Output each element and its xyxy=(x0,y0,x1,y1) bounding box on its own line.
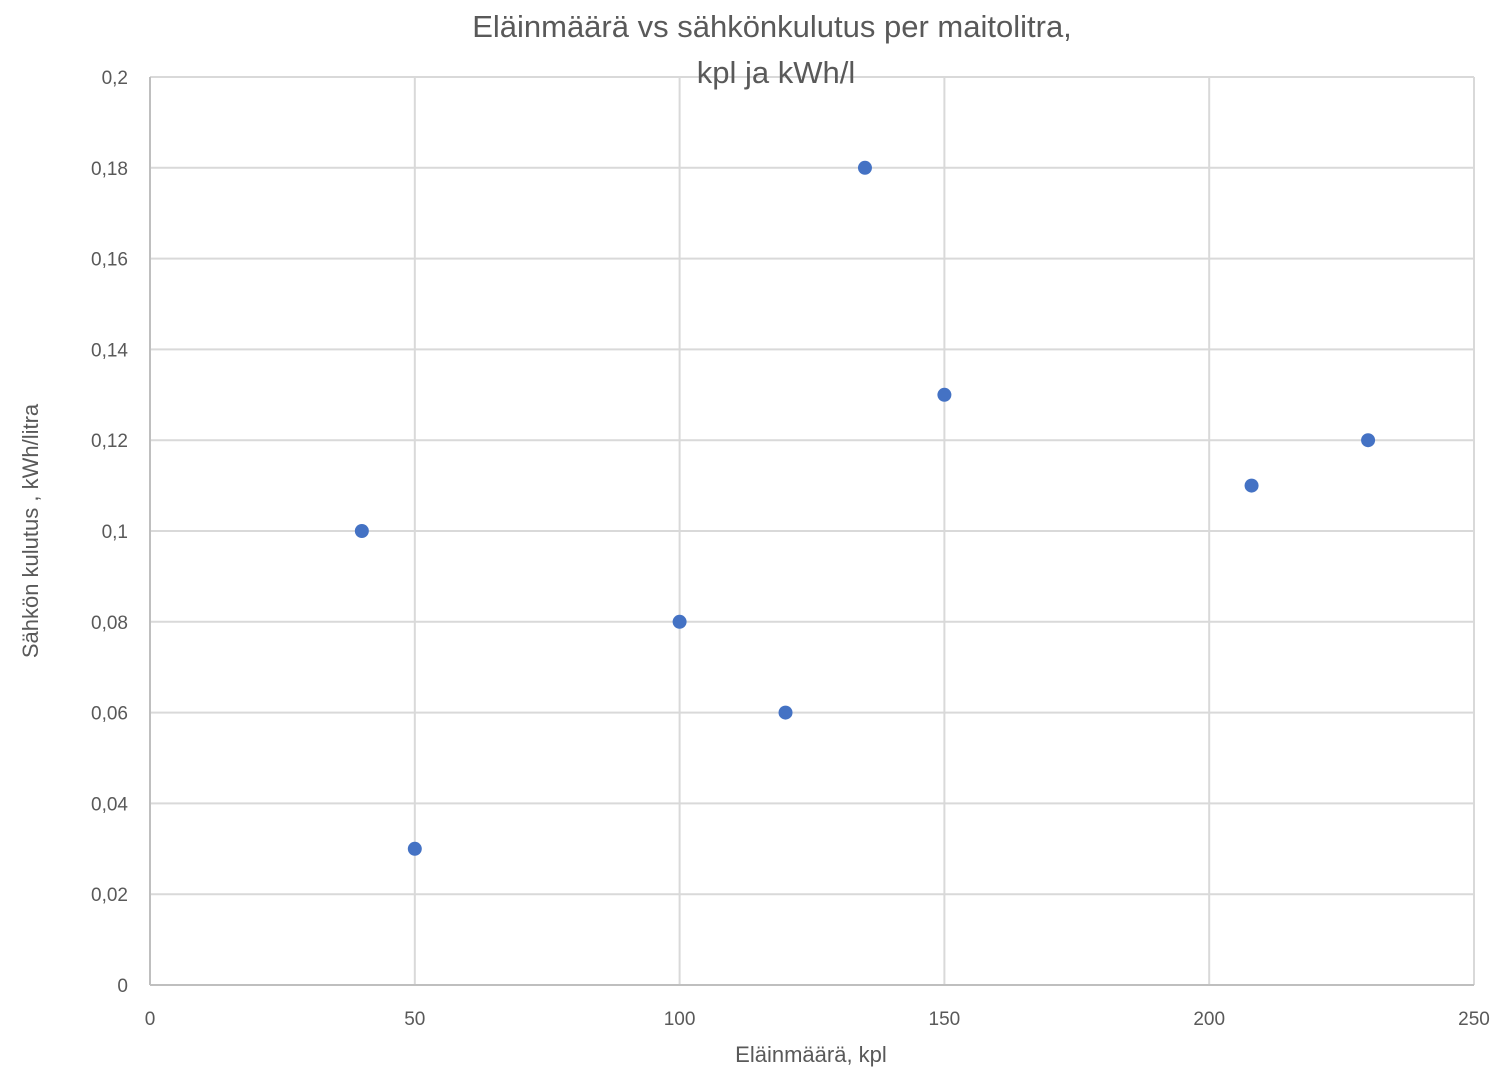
data-point xyxy=(672,614,687,629)
x-axis-ticks: 0 50 100 150 200 250 xyxy=(145,1009,1490,1030)
x-tick-label: 0 xyxy=(145,1009,156,1030)
data-point xyxy=(937,387,952,402)
grid xyxy=(149,76,1475,986)
y-tick-label: 0,14 xyxy=(91,340,128,361)
x-tick-label: 50 xyxy=(404,1009,425,1030)
data-points xyxy=(354,160,1376,856)
x-axis-label: Eläinmäärä, kpl xyxy=(735,1042,887,1067)
y-tick-label: 0,12 xyxy=(91,431,128,452)
data-point xyxy=(778,705,793,720)
x-tick-label: 100 xyxy=(664,1009,696,1030)
y-tick-label: 0,06 xyxy=(91,704,128,725)
y-tick-label: 0,02 xyxy=(91,885,128,906)
data-point xyxy=(407,841,422,856)
data-point xyxy=(1361,433,1376,448)
y-tick-label: 0 xyxy=(117,976,128,997)
chart-title-line-1: Eläinmäärä vs sähkönkulutus per maitolit… xyxy=(472,9,1072,44)
y-tick-label: 0,2 xyxy=(102,68,128,89)
x-tick-label: 200 xyxy=(1193,1009,1225,1030)
y-axis-label: Sähkön kulutus , kWh/litra xyxy=(18,403,43,658)
y-tick-label: 0,1 xyxy=(102,522,128,543)
data-point xyxy=(1244,478,1259,493)
y-tick-label: 0,04 xyxy=(91,794,128,815)
y-axis-ticks: 0 0,02 0,04 0,06 0,08 0,1 0,12 0,14 0,16 0,18 0,2 xyxy=(91,68,128,997)
y-tick-label: 0,08 xyxy=(91,613,128,634)
chart-title-line-2: kpl ja kWh/l xyxy=(697,55,855,90)
x-tick-label: 250 xyxy=(1458,1009,1490,1030)
x-tick-label: 150 xyxy=(929,1009,961,1030)
y-tick-label: 0,18 xyxy=(91,159,128,180)
data-point xyxy=(354,524,369,538)
data-point xyxy=(857,160,872,175)
y-tick-label: 0,16 xyxy=(91,250,128,271)
